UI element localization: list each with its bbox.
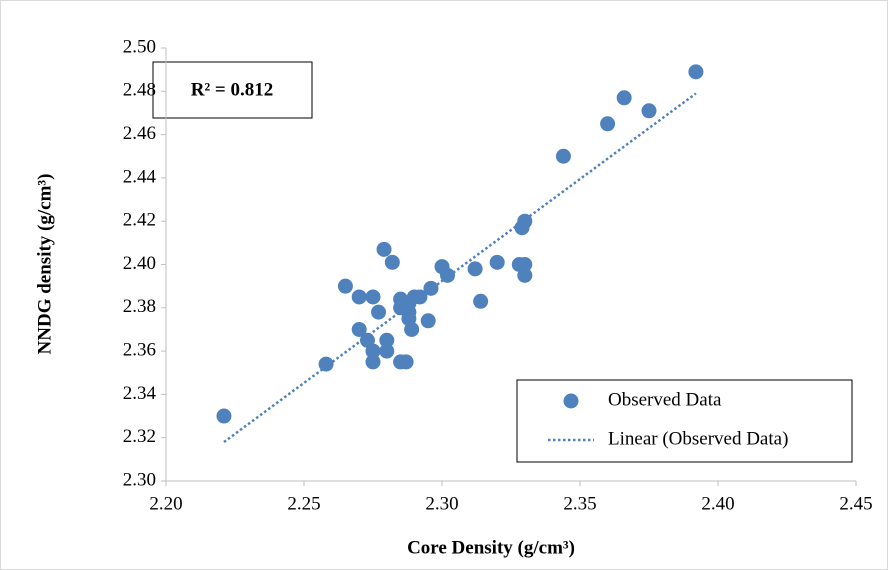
x-tick-label: 2.30 bbox=[425, 493, 458, 514]
x-axis-title: Core Density (g/cm³) bbox=[407, 537, 575, 558]
legend-marker bbox=[563, 393, 579, 409]
annotation-box bbox=[152, 61, 313, 119]
annotation: R² = 0.812 bbox=[191, 79, 274, 100]
data-point bbox=[473, 293, 489, 309]
data-point bbox=[365, 289, 381, 305]
data-point bbox=[365, 354, 381, 370]
y-tick-label: 2.32 bbox=[123, 426, 156, 447]
data-point bbox=[641, 103, 657, 119]
data-point bbox=[467, 261, 483, 277]
data-point bbox=[216, 408, 232, 424]
data-point bbox=[398, 354, 414, 370]
y-tick-label: 2.34 bbox=[123, 383, 157, 404]
data-point bbox=[489, 254, 505, 270]
data-point bbox=[616, 90, 632, 106]
data-point bbox=[517, 257, 533, 272]
x-tick-label: 2.40 bbox=[701, 493, 734, 514]
data-point bbox=[351, 321, 367, 337]
legend-label: Observed Data bbox=[608, 389, 722, 410]
x-tick-label: 2.45 bbox=[839, 493, 872, 514]
data-point bbox=[600, 116, 616, 132]
data-point bbox=[376, 241, 392, 257]
data-point bbox=[384, 254, 400, 270]
data-point bbox=[371, 304, 387, 320]
x-tick-label: 2.20 bbox=[149, 493, 182, 514]
data-point bbox=[365, 343, 381, 359]
data-point bbox=[318, 356, 334, 372]
data-point bbox=[412, 289, 428, 305]
y-tick-label: 2.30 bbox=[123, 469, 156, 490]
x-tick-label: 2.35 bbox=[563, 493, 596, 514]
y-tick-label: 2.38 bbox=[123, 296, 156, 317]
data-point bbox=[337, 278, 353, 294]
y-tick-label: 2.44 bbox=[123, 166, 157, 187]
data-point bbox=[440, 267, 456, 283]
data-point bbox=[351, 289, 367, 305]
y-axis-title: NNDG density (g/cm³) bbox=[34, 174, 55, 355]
data-point bbox=[420, 313, 436, 329]
data-point bbox=[555, 148, 571, 164]
data-point bbox=[688, 64, 704, 80]
y-tick-label: 2.46 bbox=[123, 123, 156, 144]
data-point bbox=[423, 280, 439, 296]
data-point bbox=[379, 343, 395, 359]
data-point bbox=[517, 267, 533, 283]
y-tick-label: 2.48 bbox=[123, 80, 156, 101]
y-tick-label: 2.36 bbox=[123, 339, 156, 360]
y-tick-label: 2.40 bbox=[123, 253, 156, 274]
data-point bbox=[379, 332, 395, 348]
legend-label: Linear (Observed Data) bbox=[608, 428, 788, 449]
legend-box bbox=[516, 379, 853, 463]
y-tick-label: 2.42 bbox=[123, 210, 156, 231]
data-point bbox=[517, 213, 533, 229]
x-tick-label: 2.25 bbox=[287, 493, 320, 514]
y-tick-label: 2.50 bbox=[123, 36, 156, 57]
data-point bbox=[404, 321, 420, 337]
